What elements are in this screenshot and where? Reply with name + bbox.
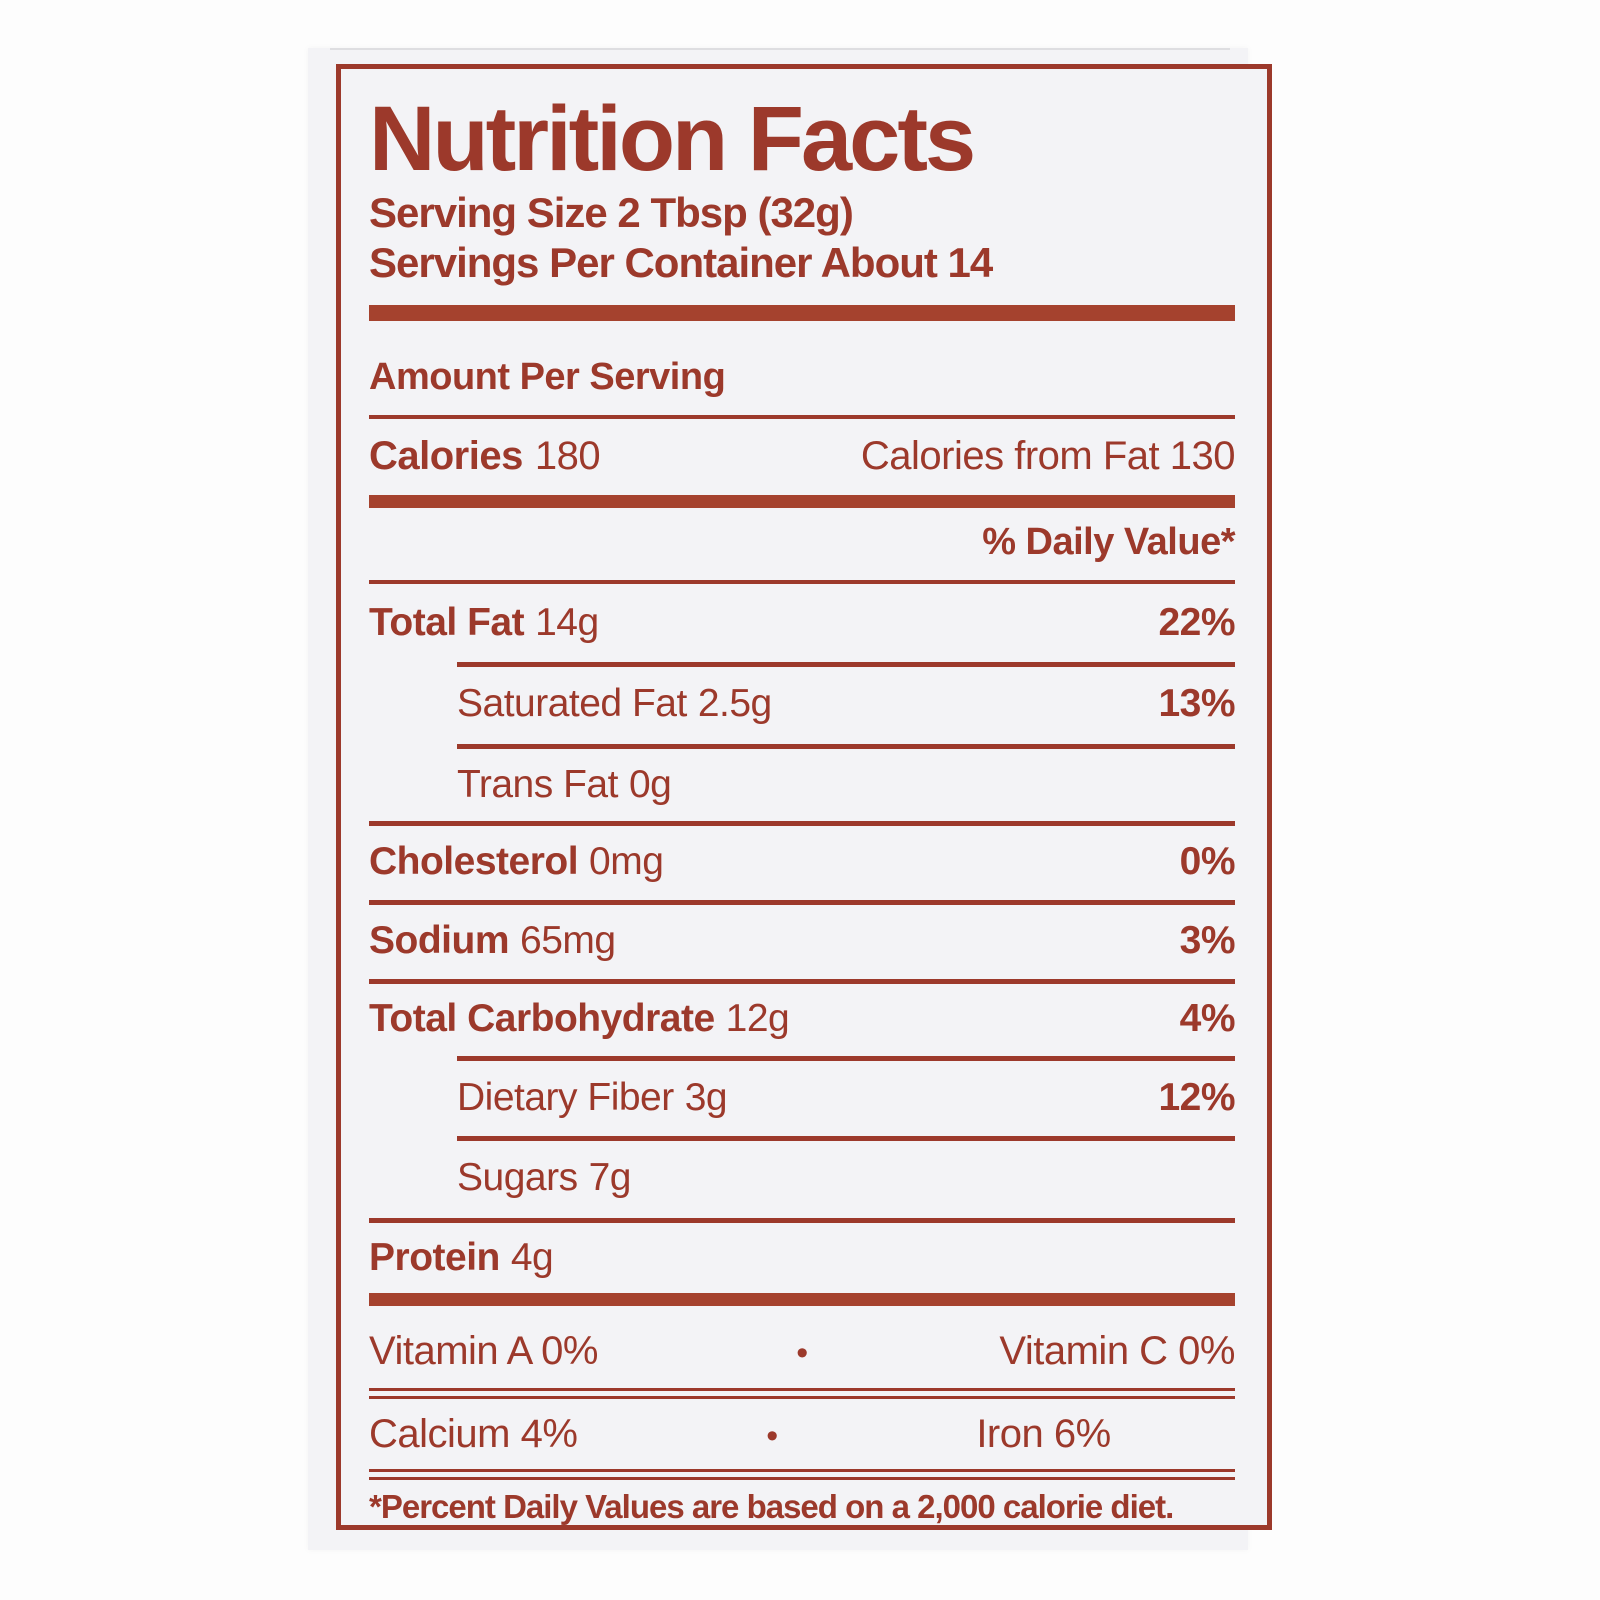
- rule-indented: [457, 662, 1235, 667]
- micronutrient-row-minerals: Calcium 4% • Iron 6%: [369, 1411, 1235, 1459]
- vitamin-c-value: Vitamin C 0%: [999, 1329, 1235, 1373]
- section-bar-top: [369, 305, 1235, 321]
- nutrient-text: Protein 4g: [369, 1235, 554, 1281]
- rule-indented: [457, 1136, 1235, 1141]
- nutrient-name: Saturated Fat: [457, 682, 687, 725]
- rule-indented: [457, 744, 1235, 749]
- calcium-value: Calcium 4%: [369, 1412, 578, 1456]
- rule-double: [369, 1388, 1235, 1399]
- calories-from-fat: Calories from Fat 130: [860, 434, 1236, 478]
- nutrient-dv: 12%: [1158, 1076, 1235, 1119]
- micronutrient-row-vitamins: Vitamin A 0% • Vitamin C 0%: [369, 1328, 1236, 1376]
- amount-per-serving-heading: Amount Per Serving: [369, 356, 726, 398]
- package-edge-line: [330, 48, 1230, 50]
- nutrient-text: Sugars 7g: [457, 1155, 631, 1201]
- calories-left: Calories 180: [369, 432, 601, 480]
- nutrient-amount: 4g: [510, 1236, 554, 1279]
- label-title: Nutrition Facts: [369, 88, 976, 190]
- nutrient-text: Trans Fat 0g: [457, 762, 672, 808]
- vitamin-a-value: Vitamin A 0%: [369, 1329, 598, 1373]
- nutrient-amount: 12g: [725, 997, 790, 1040]
- nutrient-amount: 14g: [535, 601, 599, 644]
- nutrient-name: Sugars: [457, 1156, 578, 1199]
- rule-double: [369, 1469, 1235, 1480]
- nutrient-row-sodium: Sodium 65mg 3%: [369, 918, 1236, 964]
- nutrient-name: Total Fat: [369, 601, 525, 644]
- rule: [369, 900, 1235, 905]
- nutrient-name: Dietary Fiber: [457, 1076, 674, 1119]
- nutrient-dv: 13%: [1158, 682, 1235, 725]
- bullet-separator: •: [766, 1417, 778, 1455]
- nutrient-text: Total Fat 14g: [369, 600, 599, 646]
- nutrient-name: Cholesterol: [369, 840, 579, 883]
- nutrient-row-total-carbohydrate: Total Carbohydrate 12g 4%: [369, 996, 1236, 1042]
- nutrient-text: Total Carbohydrate 12g: [369, 996, 790, 1042]
- nutrient-text: Sodium 65mg: [369, 918, 616, 964]
- calories-row: Calories 180 Calories from Fat 130: [369, 432, 1236, 480]
- calories-value: 180: [534, 434, 601, 478]
- nutrient-name: Protein: [369, 1236, 500, 1279]
- nutrient-dv: 3%: [1179, 919, 1236, 962]
- nutrient-text: Cholesterol 0mg: [369, 839, 664, 885]
- rule: [369, 821, 1235, 826]
- nutrient-dv: 22%: [1158, 601, 1235, 644]
- nutrient-amount: 0g: [628, 763, 672, 806]
- daily-value-header: % Daily Value*: [982, 521, 1235, 563]
- nutrient-amount: 7g: [588, 1156, 632, 1199]
- nutrient-amount: 3g: [684, 1076, 728, 1119]
- nutrition-facts-label: Nutrition Facts Serving Size 2 Tbsp (32g…: [336, 64, 1272, 1530]
- nutrient-name: Sodium: [369, 919, 510, 962]
- daily-value-footnote: *Percent Daily Values are based on a 2,0…: [369, 1488, 1174, 1525]
- nutrient-text: Saturated Fat 2.5g: [457, 681, 772, 727]
- nutrient-amount: 0mg: [589, 840, 664, 883]
- rule: [369, 979, 1235, 984]
- nutrient-row-saturated-fat: Saturated Fat 2.5g 13%: [369, 681, 1235, 727]
- nutrient-text: Dietary Fiber 3g: [457, 1075, 728, 1121]
- rule-indented: [457, 1056, 1235, 1061]
- servings-per-container: Servings Per Container About 14: [369, 239, 993, 286]
- nutrient-row-cholesterol: Cholesterol 0mg 0%: [369, 839, 1236, 885]
- nutrient-row-dietary-fiber: Dietary Fiber 3g 12%: [369, 1075, 1235, 1121]
- nutrient-row-sugars: Sugars 7g: [369, 1155, 1235, 1201]
- nutrient-dv: 4%: [1179, 997, 1236, 1040]
- rule: [369, 415, 1235, 419]
- rule: [369, 580, 1235, 584]
- nutrient-row-trans-fat: Trans Fat 0g: [369, 762, 1235, 808]
- rule: [369, 1218, 1235, 1223]
- section-bar-calories: [369, 495, 1235, 508]
- nutrient-name: Trans Fat: [457, 763, 618, 806]
- nutrient-row-protein: Protein 4g: [369, 1235, 1235, 1281]
- section-bar-protein: [369, 1293, 1235, 1306]
- serving-size: Serving Size 2 Tbsp (32g): [369, 189, 854, 236]
- nutrient-name: Total Carbohydrate: [369, 997, 715, 1040]
- calories-label: Calories: [369, 434, 523, 478]
- nutrient-row-total-fat: Total Fat 14g 22%: [369, 600, 1235, 646]
- iron-value: Iron 6%: [976, 1412, 1111, 1456]
- nutrient-amount: 65mg: [520, 919, 616, 962]
- nutrient-dv: 0%: [1179, 840, 1236, 883]
- bullet-separator: •: [796, 1334, 808, 1372]
- nutrient-amount: 2.5g: [697, 682, 772, 725]
